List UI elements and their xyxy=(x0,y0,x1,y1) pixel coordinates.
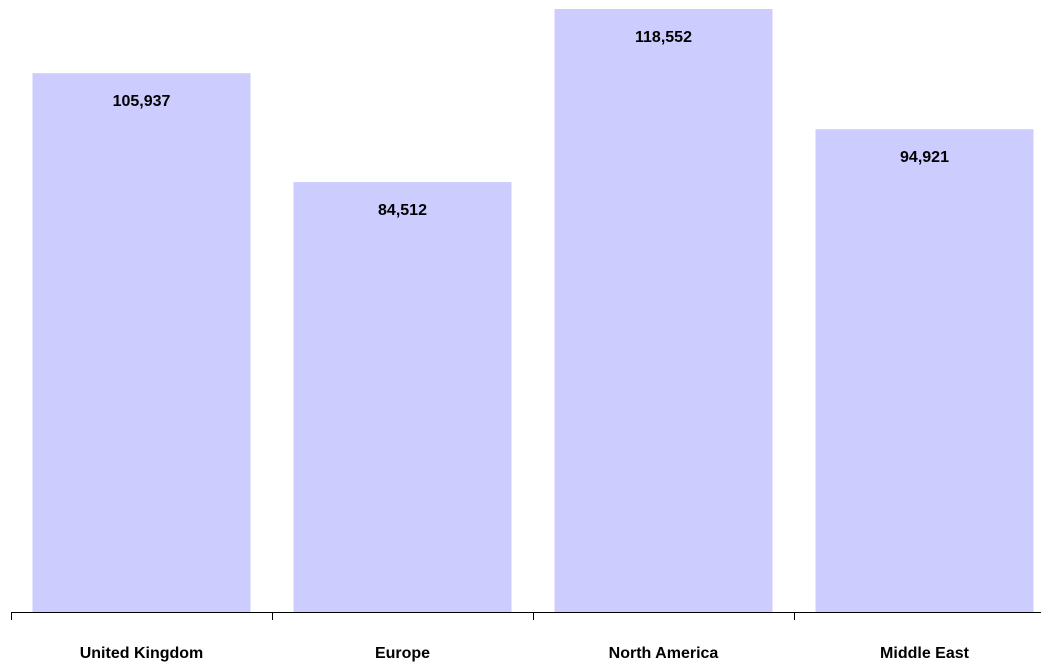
data-label: 118,552 xyxy=(635,29,692,46)
bar-north-america xyxy=(554,9,773,612)
value-labels-group: 105,937 84,512 118,552 94,921 xyxy=(113,29,949,219)
bars-group xyxy=(32,9,1034,612)
bar-united-kingdom xyxy=(32,73,251,612)
x-tick-label: Europe xyxy=(375,645,430,662)
bar-middle-east xyxy=(815,129,1034,612)
data-label: 94,921 xyxy=(900,149,949,166)
x-tick-label: North America xyxy=(609,645,719,662)
data-label: 105,937 xyxy=(113,93,171,110)
x-tick-label: United Kingdom xyxy=(80,645,204,662)
data-label: 84,512 xyxy=(378,202,427,219)
x-axis xyxy=(11,612,1041,620)
bar-europe xyxy=(293,182,512,612)
category-labels-group: United Kingdom Europe North America Middle … xyxy=(80,645,970,662)
x-tick-label: Middle East xyxy=(880,645,970,662)
